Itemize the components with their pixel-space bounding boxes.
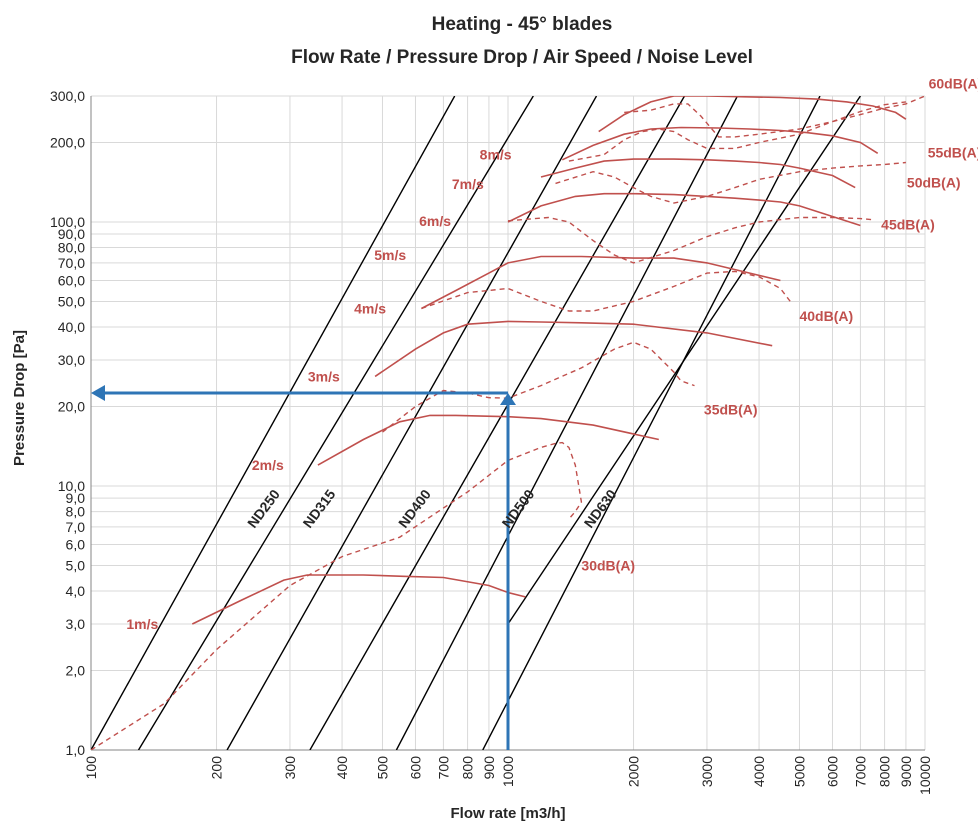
duct-line xyxy=(482,96,821,750)
x-tick-label: 600 xyxy=(407,756,423,780)
speed-curve xyxy=(191,574,526,625)
noise-curve xyxy=(91,441,583,750)
noise-label: 40dB(A) xyxy=(799,308,853,324)
duct-line xyxy=(91,96,456,750)
speed-curve xyxy=(421,255,781,310)
speed-curve xyxy=(540,158,856,189)
pointer-left-arrowhead xyxy=(91,385,105,402)
reading-pointer xyxy=(91,385,516,750)
duct-line xyxy=(137,96,534,750)
x-tick-label: 800 xyxy=(460,756,476,780)
noise-label: 45dB(A) xyxy=(881,216,935,232)
x-tick-label: 5000 xyxy=(791,756,807,787)
duct-label: ND250 xyxy=(244,486,283,531)
speed-curve xyxy=(507,192,861,227)
x-tick-label: 500 xyxy=(374,756,390,780)
y-tick-label: 2,0 xyxy=(66,663,86,679)
y-tick-label: 30,0 xyxy=(58,352,85,368)
x-tick-label: 700 xyxy=(435,756,451,780)
noise-label: 60dB(A) xyxy=(929,75,978,91)
noise-label: 35dB(A) xyxy=(704,401,758,417)
x-tick-label: 7000 xyxy=(852,756,868,787)
x-tick-label: 10000 xyxy=(917,756,933,795)
noise-curve xyxy=(555,161,906,204)
noise-curve xyxy=(507,216,873,264)
speed-curve xyxy=(598,96,907,133)
x-axis-label: Flow rate [m3/h] xyxy=(450,805,565,822)
speed-label: 6m/s xyxy=(419,213,451,229)
x-tick-label: 8000 xyxy=(877,756,893,787)
duct-lines xyxy=(91,96,861,750)
y-tick-label: 3,0 xyxy=(66,616,86,632)
duct-label: ND630 xyxy=(581,486,620,531)
speed-label: 3m/s xyxy=(308,368,340,384)
duct-line xyxy=(507,96,861,625)
noise-curve xyxy=(568,101,906,162)
y-tick-label: 10,0 xyxy=(58,478,85,494)
x-tick-label: 1000 xyxy=(500,756,516,787)
speed-curve xyxy=(561,126,879,161)
x-tick-label: 6000 xyxy=(824,756,840,787)
speed-label: 5m/s xyxy=(374,247,406,263)
y-tick-label: 80,0 xyxy=(58,240,85,256)
y-tick-label: 20,0 xyxy=(58,399,85,415)
y-tick-label: 8,0 xyxy=(66,504,86,520)
y-tick-label: 5,0 xyxy=(66,557,86,573)
y-tick-label: 1,0 xyxy=(66,742,86,758)
x-tick-label: 100 xyxy=(83,756,99,780)
chart-title-line2: Flow Rate / Pressure Drop / Air Speed / … xyxy=(291,47,753,68)
speed-label: 4m/s xyxy=(354,301,386,317)
noise-curve xyxy=(624,96,925,138)
y-tick-label: 50,0 xyxy=(58,293,85,309)
y-tick-label: 60,0 xyxy=(58,273,85,289)
y-tick-label: 9,0 xyxy=(66,490,86,506)
y-tick-label: 90,0 xyxy=(58,226,85,242)
y-tick-label: 200,0 xyxy=(50,134,85,150)
y-tick-label: 40,0 xyxy=(58,319,85,335)
x-tick-label: 300 xyxy=(282,756,298,780)
y-tick-label: 6,0 xyxy=(66,537,86,553)
y-tick-label: 300,0 xyxy=(50,88,85,104)
x-tick-label: 3000 xyxy=(699,756,715,787)
curve-labels: ND250 ND315 ND400 ND500 ND630 1m/s 2m/s 3m/s 4m/… xyxy=(126,75,978,632)
speed-label: 7m/s xyxy=(452,176,484,192)
speed-curve xyxy=(317,414,659,466)
y-tick-label: 70,0 xyxy=(58,255,85,271)
x-tick-label: 2000 xyxy=(626,756,642,787)
x-tick-label: 9000 xyxy=(898,756,914,787)
noise-curves xyxy=(91,96,925,750)
duct-label: ND400 xyxy=(395,486,434,531)
speed-label: 2m/s xyxy=(252,457,284,473)
duct-line xyxy=(309,96,686,750)
x-tick-label: 900 xyxy=(481,756,497,780)
x-tick-label: 400 xyxy=(334,756,350,780)
duct-line xyxy=(226,96,598,750)
axis-ticks: 1,0 2,0 3,0 4,0 5,0 6,0 7,08,09,010,0 20,0 30,0 4… xyxy=(50,88,933,795)
noise-label: 30dB(A) xyxy=(581,557,635,573)
x-tick-label: 200 xyxy=(209,756,225,780)
noise-label: 55dB(A) xyxy=(928,145,978,161)
duct-label: ND500 xyxy=(498,486,537,531)
noise-curve xyxy=(421,270,793,312)
y-tick-label: 100,0 xyxy=(50,214,85,230)
speed-curves xyxy=(191,96,907,625)
noise-label: 50dB(A) xyxy=(907,175,961,191)
x-tick-label: 4000 xyxy=(751,756,767,787)
pointer-up-arrowhead xyxy=(500,393,516,406)
y-axis-label: Pressure Drop [Pa] xyxy=(11,330,28,466)
y-tick-label: 7,0 xyxy=(66,519,86,535)
chart-title-line1: Heating - 45° blades xyxy=(432,14,613,35)
speed-label: 1m/s xyxy=(126,616,158,632)
speed-curve xyxy=(374,320,773,378)
duct-label: ND315 xyxy=(299,486,338,531)
speed-label: 8m/s xyxy=(480,147,512,163)
y-tick-label: 4,0 xyxy=(66,583,86,599)
duct-line xyxy=(395,96,739,750)
